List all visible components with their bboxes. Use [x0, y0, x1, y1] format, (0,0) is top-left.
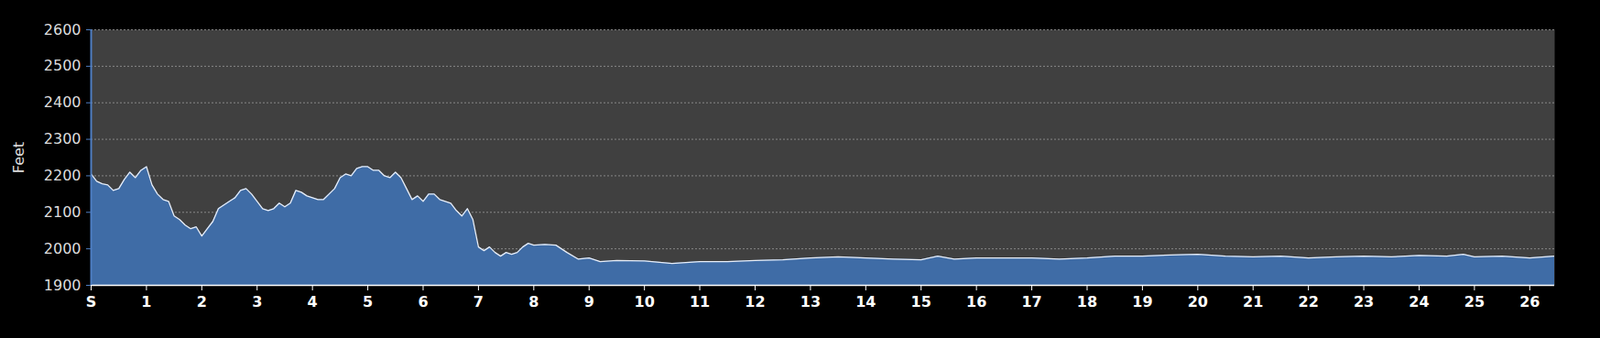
svg-text:25: 25: [1464, 293, 1485, 311]
svg-text:22: 22: [1298, 293, 1319, 311]
svg-text:7: 7: [473, 293, 484, 311]
svg-text:15: 15: [911, 293, 932, 311]
svg-text:24: 24: [1408, 293, 1429, 311]
svg-text:4: 4: [307, 293, 318, 311]
svg-text:2400: 2400: [43, 93, 82, 111]
svg-text:23: 23: [1353, 293, 1374, 311]
svg-text:2000: 2000: [43, 239, 82, 258]
svg-text:10: 10: [634, 293, 655, 311]
svg-text:2300: 2300: [43, 130, 82, 148]
svg-text:17: 17: [1021, 293, 1042, 311]
svg-text:14: 14: [855, 293, 876, 311]
svg-text:2100: 2100: [43, 203, 82, 221]
svg-text:2500: 2500: [43, 56, 82, 75]
svg-text:Feet: Feet: [10, 141, 28, 174]
svg-text:5: 5: [362, 293, 373, 311]
svg-text:20: 20: [1187, 293, 1209, 311]
svg-text:1: 1: [141, 293, 152, 311]
svg-text:18: 18: [1077, 293, 1098, 311]
svg-text:13: 13: [800, 293, 821, 311]
svg-text:12: 12: [744, 293, 765, 311]
svg-text:16: 16: [966, 293, 987, 311]
svg-text:11: 11: [689, 293, 710, 311]
svg-text:19: 19: [1131, 293, 1153, 311]
svg-text:2: 2: [196, 293, 207, 311]
svg-text:3: 3: [251, 293, 262, 311]
svg-text:2200: 2200: [43, 166, 82, 185]
svg-text:21: 21: [1242, 293, 1263, 311]
svg-text:8: 8: [528, 293, 539, 311]
svg-text:6: 6: [417, 293, 428, 311]
svg-text:9: 9: [584, 293, 595, 311]
svg-text:1900: 1900: [43, 276, 82, 294]
svg-text:S: S: [86, 293, 98, 311]
svg-text:2600: 2600: [43, 21, 82, 39]
svg-text:26: 26: [1519, 293, 1540, 311]
